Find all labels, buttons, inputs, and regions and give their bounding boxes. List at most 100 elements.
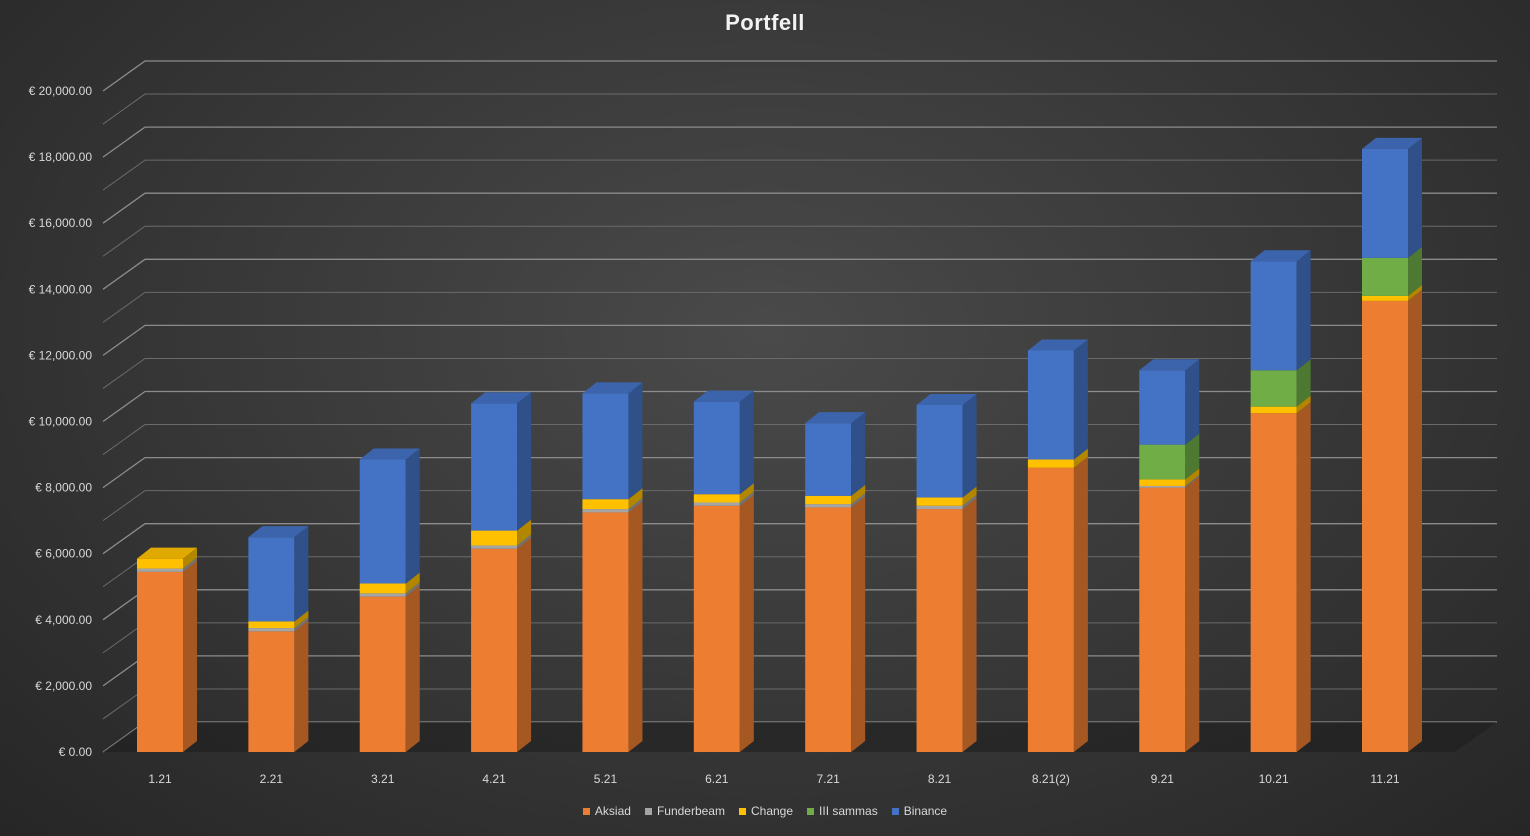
bar-segment [805,423,852,496]
bar-segment [916,404,963,498]
bar-segment [471,530,518,546]
bar-segment [137,571,183,752]
bar-segment [916,509,963,752]
legend-label: Funderbeam [656,804,725,818]
y-tick-label: € 10,000.00 [29,415,93,429]
x-tick-label: 7.21 [817,772,841,786]
bar-segment-top [1027,339,1088,351]
x-tick-label: 3.21 [371,772,395,786]
y-tick-label: € 12,000.00 [29,348,93,362]
bar-stack [916,393,977,752]
bar-segment-side [1185,476,1200,752]
x-tick-label: 5.21 [594,772,618,786]
bar-segment [582,509,629,513]
bar-segment [805,495,852,505]
bar-stack [1362,137,1422,752]
y-tick-label: € 14,000.00 [29,282,93,296]
bar-stack [1027,339,1088,752]
chart-title: Portfell [725,10,805,35]
bar-segment [359,593,406,597]
legend-swatch [582,807,590,815]
bar-segment-top [693,390,754,402]
bar-segment-top [1139,359,1200,371]
bar-segment-side [851,412,866,496]
bar-segment-side [628,501,643,752]
bar-stack [1250,250,1311,752]
bar-segment-side [1073,456,1088,752]
bar-segment-top [582,382,643,394]
gridline [102,159,1497,191]
bar-segment-side [1296,359,1311,407]
gridline [102,126,1497,158]
legend-item: Funderbeam [644,804,725,818]
y-tick-label: € 6,000.00 [35,547,92,561]
bar-segment [582,393,629,500]
bar-segment-side [517,537,532,752]
bar-segment [1362,148,1408,258]
bar-segment [1139,487,1186,752]
bar-segment [1250,261,1297,371]
bar-segment-side [962,494,977,510]
legend-item: Binance [891,804,947,818]
bar-segment-side [517,392,532,531]
legend-item: III sammas [807,804,878,818]
bar-segment [1027,459,1074,468]
bar-segment-side [1073,448,1088,468]
bar-segment-side [1185,359,1200,445]
legend-label: Change [750,804,794,818]
bar-segment-side [1296,395,1311,414]
bar-segment [693,401,740,495]
bar-segment [1250,413,1297,752]
bar-stack [471,392,532,752]
bar-segment [471,403,518,531]
bar-segment-side [183,557,197,572]
bar-segment-side [1296,250,1311,371]
bar-segment [248,628,295,632]
bar-segment [693,502,740,506]
bar-segment-side [739,390,754,495]
bar-segment-side [739,494,754,752]
bar-segment-side [294,526,309,622]
bar-segment-side [628,488,643,510]
bar-segment [582,499,629,510]
legend: Aksiad Funderbeam Change III sammas Binance [0,804,1530,818]
legend-swatch [738,807,746,815]
legend-item: Change [738,804,794,818]
gridline [102,60,1497,92]
bar-segment-top [1362,137,1422,149]
bar-segment [582,512,629,752]
bar-segment-top [471,392,532,404]
x-tick-label: 8.21 [928,772,952,786]
bar-segment-side [183,560,197,752]
x-tick-label: 6.21 [705,772,729,786]
x-axis-labels: 1.21 2.21 3.21 4.21 5.21 6.21 7.21 8.21 8.21(2) 9… [148,772,1400,786]
gridline [102,225,1497,257]
bar-segment [1250,406,1297,414]
bar-stack [1139,359,1200,752]
bar-segment-side [851,484,866,505]
bar-segment [805,507,852,752]
legend-swatch [644,807,652,815]
bar-segment-side [405,582,420,597]
bar-segment [916,497,963,506]
bar-segment-top [248,526,309,538]
legend-swatch [891,807,899,815]
bar-segment [137,568,183,572]
bar-segment [1139,444,1186,480]
bar-segment [471,545,518,549]
bar-segment-top [916,393,977,405]
bars [137,137,1422,752]
bar-segment [1250,370,1297,407]
bar-stack [693,390,754,752]
bar-segment [1139,485,1186,488]
bar-segment [1362,295,1408,301]
bar-segment [693,494,740,503]
bar-segment-side [183,547,197,569]
bar-segment [916,505,963,510]
bar-segment [1027,350,1074,460]
y-tick-label: € 20,000.00 [29,84,93,98]
gridline [102,324,1497,356]
bar-segment [248,631,295,752]
bar-segment [137,558,183,569]
